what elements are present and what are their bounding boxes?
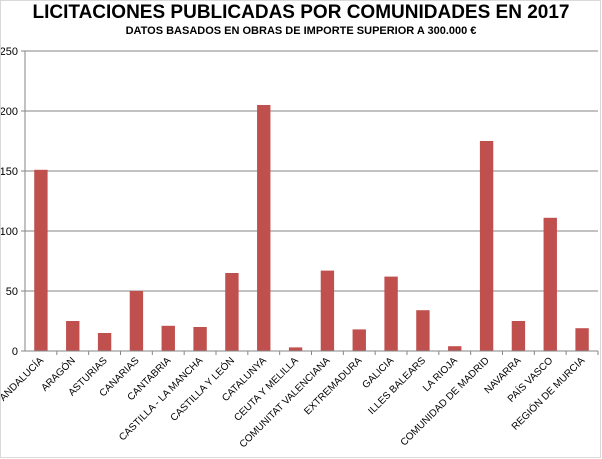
- bar: [129, 291, 144, 351]
- bar: [352, 329, 366, 351]
- gridlines: [25, 50, 598, 292]
- bar: [320, 270, 335, 351]
- y-tick-label: 150: [0, 166, 18, 178]
- bar: [225, 273, 239, 351]
- y-tick-label: 0: [12, 346, 18, 358]
- bar: [511, 321, 526, 351]
- bar: [543, 217, 557, 351]
- x-tick-label: ILLES BALEARS: [366, 355, 428, 417]
- bar: [66, 321, 80, 351]
- y-tick-label: 100: [0, 226, 18, 238]
- y-axis: 0 50 100 150 200 250: [0, 46, 26, 358]
- bar: [479, 141, 494, 351]
- x-tick-label: EXTREMADURA: [302, 355, 364, 417]
- bar: [448, 346, 462, 351]
- bar: [34, 169, 48, 351]
- bar: [97, 333, 112, 351]
- y-tick-label: 50: [6, 286, 18, 298]
- bar: [257, 105, 271, 351]
- chart-subtitle: DATOS BASADOS EN OBRAS DE IMPORTE SUPERI…: [125, 25, 477, 37]
- bar: [161, 325, 175, 351]
- x-axis: ANDALUCÍAARAGÓNASTURIASCANARIASCANTABRIA…: [0, 350, 599, 450]
- bars: [34, 105, 589, 351]
- bar: [288, 347, 303, 351]
- x-tick-label: ANDALUCÍA: [0, 354, 46, 404]
- bar: [575, 328, 589, 351]
- bar: [416, 310, 430, 351]
- y-tick-label: 250: [0, 46, 18, 58]
- bar: [384, 276, 398, 351]
- bar: [193, 327, 207, 351]
- y-tick-label: 200: [0, 106, 18, 118]
- chart-title: LICITACIONES PUBLICADAS POR COMUNIDADES …: [32, 2, 570, 23]
